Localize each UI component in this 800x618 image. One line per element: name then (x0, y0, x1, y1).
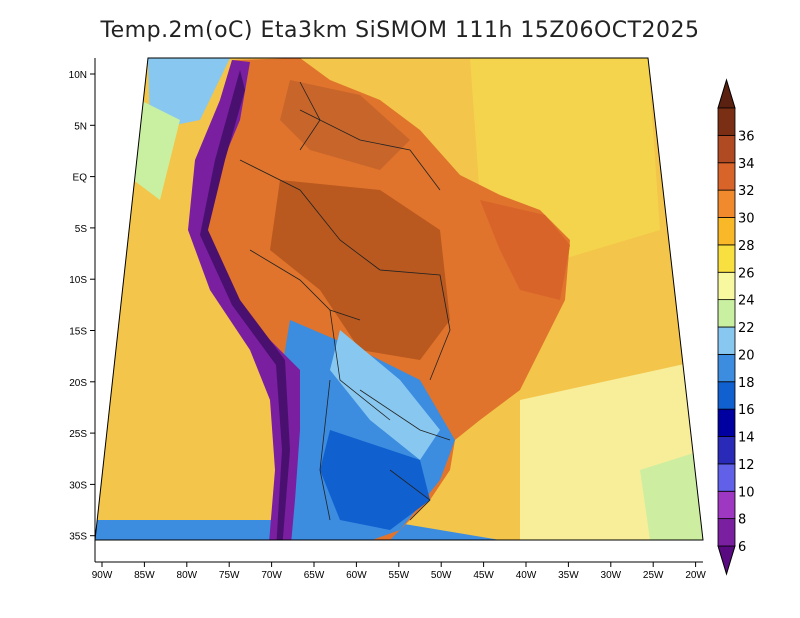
lon-tick-label: 25W (643, 570, 664, 581)
colorbar-segment (717, 162, 736, 191)
northeast-coast (480, 200, 570, 300)
southeast-cool-zone (330, 330, 440, 460)
lon-tick-label: 65W (304, 570, 325, 581)
ocean-cool-band-2 (640, 450, 703, 540)
lat-tick-label: 15S (69, 327, 87, 338)
pacific-cool-band (148, 58, 230, 130)
lat-tick-label: 35S (69, 532, 87, 543)
lon-tick-label: 30W (601, 570, 622, 581)
colorbar-label: 32 (738, 184, 755, 199)
andes-cold-core (200, 70, 290, 540)
lat-tick-label: 20S (69, 378, 87, 389)
colorbar-label: 6 (738, 540, 746, 555)
lon-tick-label: 40W (516, 570, 537, 581)
colorbar-segment (717, 490, 736, 520)
lat-tick-label: 30S (69, 480, 87, 491)
colorbar-label: 24 (738, 294, 755, 309)
longitude-ticks: 90W 85W 80W 75W 70W 65W 60W 55W 50W 45W 40W 35W 30W 2… (92, 562, 706, 581)
southern-cone-deep (320, 430, 430, 530)
colorbar-segment (717, 353, 736, 383)
lon-tick-label: 85W (134, 570, 155, 581)
map-frame (94, 57, 704, 541)
colorbar-label: 36 (738, 129, 755, 144)
andes-cold-spine (188, 60, 300, 540)
lon-tick-label: 70W (261, 570, 282, 581)
colorbar-segment (717, 326, 736, 355)
map-title: Temp.2m(oC) Eta3km SiSMOM 111h 15Z06OCT2… (100, 18, 700, 43)
colorbar-segment (717, 408, 736, 437)
lon-tick-label: 55W (389, 570, 410, 581)
colorbar-label: 22 (738, 321, 755, 336)
lon-tick-label: 75W (219, 570, 240, 581)
colorbar-min-arrow (717, 545, 736, 576)
colorbar-segment (717, 134, 736, 164)
lat-tick-label: 25S (69, 429, 87, 440)
lat-tick-label: EQ (73, 173, 88, 184)
colorbar-segment (717, 189, 736, 218)
colorbar-label: 14 (738, 431, 755, 446)
colorbar-max-arrow (717, 78, 736, 109)
colorbar-label: 10 (738, 485, 755, 500)
temperature-field (95, 58, 703, 540)
lon-tick-label: 60W (346, 570, 367, 581)
lat-tick-label: 10S (69, 275, 87, 286)
country-borders (239, 81, 451, 521)
interior-hot-zone (270, 180, 450, 360)
colorbar-segment (717, 107, 736, 136)
colorbar-label: 12 (738, 458, 755, 473)
lat-tick-label: 5S (75, 224, 88, 235)
lon-tick-label: 50W (431, 570, 452, 581)
colorbar: 6 8 10 12 14 16 18 20 22 24 26 28 30 32 34 36 (717, 78, 755, 576)
colorbar-label: 16 (738, 403, 755, 418)
colorbar-label: 28 (738, 239, 755, 254)
colorbar-segment (717, 381, 736, 410)
colorbar-segment (717, 299, 736, 328)
latitude-ticks: 10N 5N EQ 5S 10S 15S 20S 25S 30S 35S (69, 70, 95, 543)
colorbar-segment (717, 436, 736, 465)
colorbar-label: 8 (738, 513, 746, 528)
colorbar-segment (717, 463, 736, 492)
lon-tick-label: 80W (177, 570, 198, 581)
colorbar-label: 18 (738, 376, 755, 391)
northern-hot-zone (280, 80, 410, 170)
lon-tick-label: 20W (685, 570, 706, 581)
colorbar-segment (717, 271, 736, 301)
colorbar-label: 34 (738, 157, 755, 172)
colorbar-segment (717, 217, 736, 246)
lon-tick-label: 90W (92, 570, 113, 581)
colorbar-segment (717, 244, 736, 273)
colorbar-label: 30 (738, 212, 755, 227)
colorbar-segment (717, 518, 736, 547)
lon-tick-label: 45W (473, 570, 494, 581)
lat-tick-label: 5N (74, 121, 87, 132)
colorbar-label: 26 (738, 266, 755, 281)
lat-tick-label: 10N (69, 70, 87, 81)
colorbar-label: 20 (738, 348, 755, 363)
lon-tick-label: 35W (558, 570, 579, 581)
